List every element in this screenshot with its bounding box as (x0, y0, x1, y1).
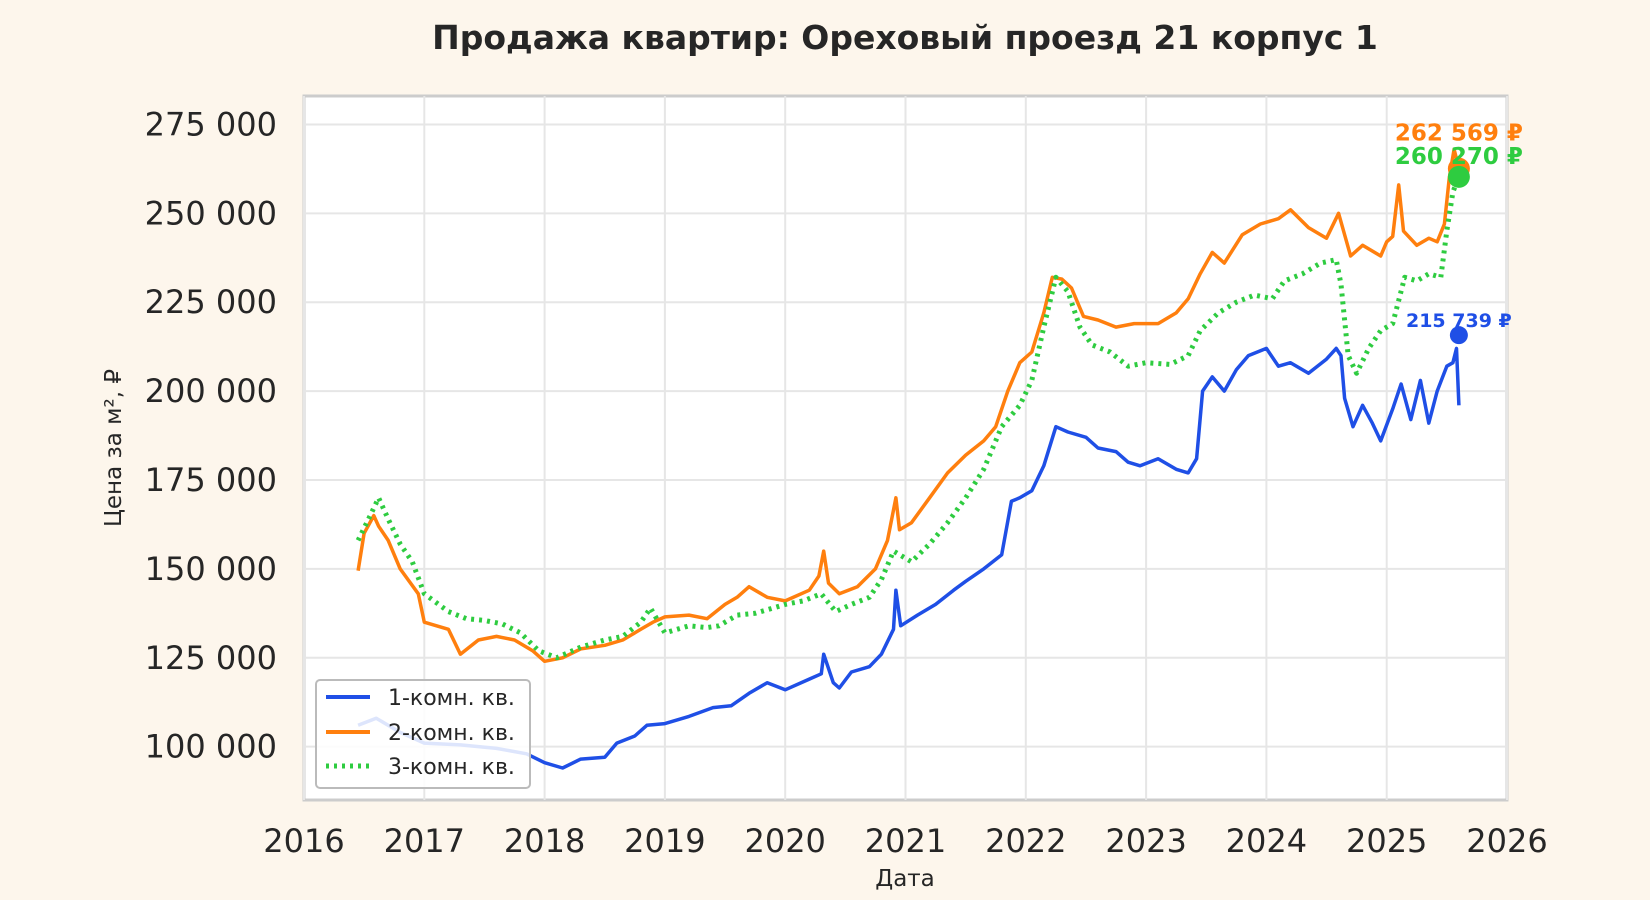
series-endpoint-3 (1447, 165, 1470, 188)
x-tick-label: 2020 (744, 822, 825, 860)
legend-label-2: 2-комн. кв. (388, 721, 515, 746)
x-tick-label: 2018 (504, 822, 585, 860)
x-tick-label: 2025 (1346, 822, 1427, 860)
y-tick-label: 200 000 (145, 372, 277, 410)
legend: 1-комн. кв. 2-комн. кв. 3-комн. кв. (315, 679, 531, 789)
grid-layer (303, 96, 1508, 800)
x-tick-label: 2016 (263, 822, 344, 860)
series-line-1 (357, 346, 1461, 770)
series-endpoint-1 (1449, 326, 1468, 345)
series-line-3 (355, 175, 1462, 661)
x-tick-label: 2022 (985, 822, 1066, 860)
series-end-label-2: 262 569 ₽ (1395, 121, 1523, 147)
tick-layer: 2016 2017 2018 2019 2020 2021 2022 2023 2024 2025… (145, 105, 1548, 860)
x-tick-label: 2024 (1226, 822, 1307, 860)
x-axis-label: Дата (875, 866, 935, 892)
y-tick-label: 175 000 (145, 461, 277, 499)
y-tick-label: 150 000 (145, 550, 277, 588)
series-end-label-1: 215 739 ₽ (1406, 310, 1512, 332)
y-tick-label: 225 000 (145, 283, 277, 321)
x-tick-label: 2026 (1466, 822, 1547, 860)
x-tick-label: 2023 (1105, 822, 1186, 860)
y-tick-label: 275 000 (145, 105, 277, 143)
legend-box (315, 679, 531, 789)
y-axis-label: Цена за м², ₽ (101, 369, 127, 527)
legend-label-3: 3-комн. кв. (388, 755, 515, 780)
x-tick-label: 2019 (624, 822, 705, 860)
y-tick-label: 125 000 (145, 639, 277, 677)
series-line-2 (356, 147, 1461, 664)
y-tick-label: 100 000 (145, 728, 277, 766)
chart-title: Продажа квартир: Ореховый проезд 21 корп… (432, 18, 1378, 57)
x-tick-label: 2021 (865, 822, 946, 860)
y-tick-label: 250 000 (145, 194, 277, 232)
series-layer (355, 147, 1462, 770)
legend-label-1: 1-комн. кв. (388, 686, 515, 711)
x-tick-label: 2017 (384, 822, 465, 860)
series-end-label-3: 260 270 ₽ (1395, 144, 1523, 170)
endpoint-layer: 215 739 ₽ 262 569 ₽260 270 ₽ (1395, 121, 1523, 345)
